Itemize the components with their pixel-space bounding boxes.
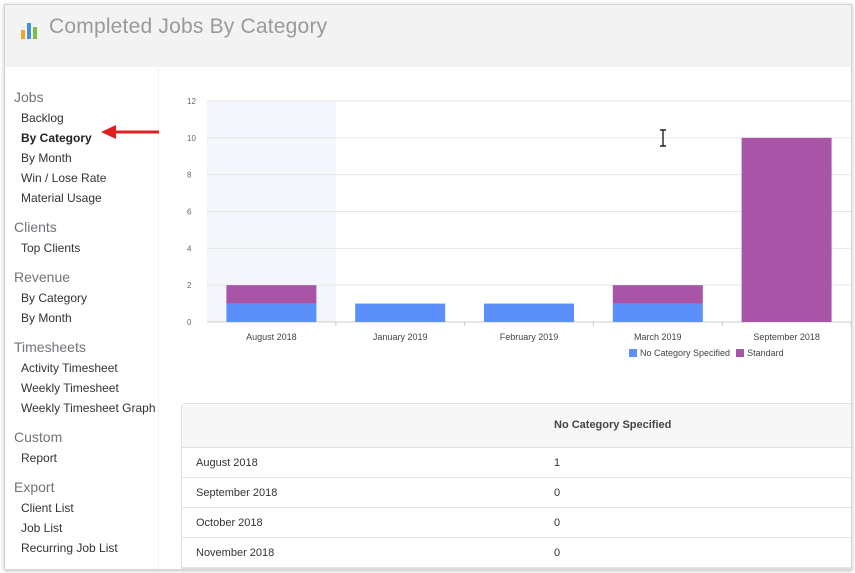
bar-chart-icon — [21, 23, 37, 39]
sidebar-section-title: Custom — [14, 429, 63, 445]
table-row: October 2018 0 — [182, 508, 851, 538]
bar-segment — [741, 137, 832, 322]
data-table: No Category Specified August 2018 1 Septem… — [181, 403, 851, 569]
sidebar-section-title: Clients — [14, 219, 57, 235]
sidebar-item-export-job-list[interactable]: Job List — [21, 521, 63, 535]
sidebar-section-clients: Clients Top Clients — [5, 216, 158, 258]
sidebar-item-jobs-backlog[interactable]: Backlog — [21, 111, 64, 125]
text-cursor-icon — [660, 129, 666, 147]
legend-entry[interactable]: No Category Specified — [629, 348, 730, 358]
y-tick-label: 0 — [187, 318, 192, 327]
page-title: Completed Jobs By Category — [49, 15, 328, 38]
y-tick-label: 10 — [187, 134, 196, 143]
legend-label: No Category Specified — [640, 348, 731, 358]
app-window: Completed Jobs By Category Jobs Backlog By… — [4, 4, 852, 570]
bar-segment — [226, 303, 317, 322]
sidebar-section-timesheets: Timesheets Activity Timesheet Weekly Times… — [5, 336, 158, 418]
x-tick-label: August 2018 — [246, 332, 297, 342]
sidebar-section-custom: Custom Report — [5, 426, 158, 468]
table-cell-count: 0 — [554, 517, 561, 529]
table-row: November 2018 0 — [182, 538, 851, 568]
table-body: August 2018 1 September 2018 0 October 2018 0… — [182, 448, 851, 568]
sidebar-item-jobs-by-month[interactable]: By Month — [21, 151, 72, 165]
sidebar-item-timesheets-activity-timesheet[interactable]: Activity Timesheet — [21, 361, 118, 375]
sidebar-section-title: Timesheets — [14, 339, 86, 355]
table-cell-count: 0 — [554, 487, 561, 499]
table-cell-month: August 2018 — [196, 457, 258, 469]
table-header: No Category Specified — [182, 404, 851, 448]
sidebar-section-title: Revenue — [14, 269, 71, 285]
y-tick-label: 4 — [187, 244, 192, 253]
x-tick-label: September 2018 — [753, 332, 820, 342]
sidebar-section-revenue: Revenue By Category By Month — [5, 266, 158, 328]
sidebar-section-title: Export — [14, 479, 55, 495]
legend-swatch — [736, 349, 745, 357]
sidebar-item-jobs-win-lose-rate[interactable]: Win / Lose Rate — [21, 171, 107, 185]
chart-svg: 0 2 4 6 8 10 12 August 2018 January 2019 February… — [187, 97, 851, 342]
sidebar-item-timesheets-weekly-timesheet-graph[interactable]: Weekly Timesheet Graph — [21, 401, 156, 415]
sidebar-item-timesheets-weekly-timesheet[interactable]: Weekly Timesheet — [21, 381, 119, 395]
red-arrow-annotation — [101, 125, 159, 139]
y-tick-label: 2 — [187, 281, 192, 290]
y-tick-label: 12 — [187, 97, 196, 106]
column-header-no-category: No Category Specified — [554, 419, 672, 431]
y-tick-label: 8 — [187, 171, 192, 180]
table-row: August 2018 1 — [182, 448, 851, 478]
table-cell-month: October 2018 — [196, 517, 263, 529]
sidebar-item-custom-report[interactable]: Report — [21, 451, 58, 465]
stacked-bar-chart: 0 2 4 6 8 10 12 August 2018 January 2019 February… — [159, 67, 851, 377]
sidebar-item-revenue-by-category[interactable]: By Category — [21, 291, 88, 305]
page-header: Completed Jobs By Category — [5, 5, 851, 63]
sidebar-section-jobs: Jobs Backlog By Category By Month Win / Lose… — [5, 86, 158, 208]
legend-label: Standard — [747, 348, 784, 358]
chart-legend: No Category Specified Standard — [629, 348, 784, 358]
sidebar: Jobs Backlog By Category By Month Win / Lose… — [5, 67, 158, 569]
table-row: September 2018 0 — [182, 478, 851, 508]
bar-segment — [226, 285, 317, 304]
legend-entry[interactable]: Standard — [736, 348, 784, 358]
sidebar-item-jobs-material-usage[interactable]: Material Usage — [21, 191, 102, 205]
bar-segment — [612, 303, 703, 322]
main-content: 0 2 4 6 8 10 12 August 2018 January 2019 February… — [159, 67, 851, 569]
sidebar-item-export-recurring-job-list[interactable]: Recurring Job List — [21, 541, 118, 555]
table-cell-count: 0 — [554, 547, 561, 559]
table-cell-month: November 2018 — [196, 547, 275, 559]
bar-segment — [484, 303, 574, 322]
x-tick-label: January 2019 — [373, 332, 428, 342]
sidebar-item-export-client-list[interactable]: Client List — [21, 501, 74, 515]
table-cell-count: 1 — [554, 457, 561, 469]
y-tick-label: 6 — [187, 208, 192, 217]
x-tick-label: March 2019 — [634, 332, 682, 342]
sidebar-section-export: Export Client List Job List Recurring Job L… — [5, 476, 158, 558]
legend-swatch — [629, 349, 637, 357]
bar-segment — [355, 303, 446, 322]
sidebar-item-jobs-by-category[interactable]: By Category — [21, 131, 92, 145]
x-tick-label: February 2019 — [500, 332, 559, 342]
sidebar-section-title: Jobs — [14, 89, 44, 105]
sidebar-item-revenue-by-month[interactable]: By Month — [21, 311, 72, 325]
sidebar-item-clients-top-clients[interactable]: Top Clients — [21, 241, 81, 255]
table-cell-month: September 2018 — [196, 487, 278, 499]
bar-segment — [612, 285, 703, 304]
